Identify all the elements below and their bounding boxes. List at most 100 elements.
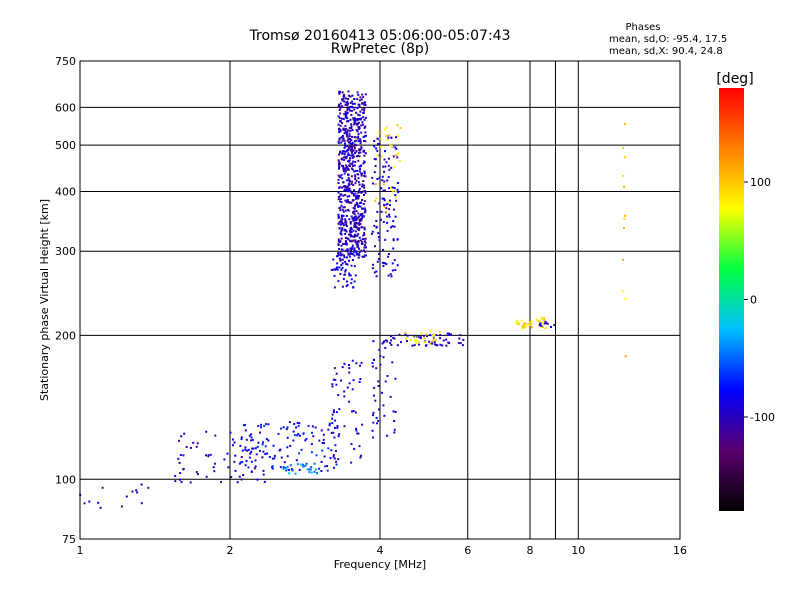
data-point [372,414,374,417]
y-tick-label: 600 [55,101,76,114]
data-point [364,210,367,213]
data-point [380,187,383,190]
data-point [310,451,313,454]
x-tick-label: 16 [673,544,687,557]
data-point [339,120,342,123]
data-point [340,186,343,189]
data-point [393,225,396,228]
data-point [300,448,303,451]
data-point [257,441,260,444]
data-point [213,462,216,465]
data-point [541,321,544,324]
data-point [375,417,378,419]
data-point [273,457,276,460]
data-point [384,380,387,383]
data-point [540,326,543,329]
plot-frame [79,60,681,540]
data-point [389,199,391,202]
data-point [177,457,180,460]
data-point [340,174,343,177]
data-point [338,248,341,250]
data-point [545,322,548,325]
data-point [337,214,340,217]
data-point [350,125,353,128]
data-point [339,130,342,133]
data-point [341,228,343,231]
data-point [622,174,625,177]
data-point [262,469,265,472]
data-point [434,343,437,346]
data-point [352,253,355,256]
data-point [345,263,348,265]
colorbar-label: [deg] [716,71,753,87]
data-point [272,444,275,447]
data-point [351,102,354,105]
data-point [378,202,381,205]
data-point [238,475,241,478]
data-point [296,463,299,466]
data-point [346,133,348,136]
data-point [396,264,399,267]
data-point [305,437,308,440]
data-point [342,97,345,100]
data-point [353,98,356,100]
colorbar-tick-label: 100 [750,176,771,189]
data-point [349,189,352,192]
data-point [347,102,349,105]
data-point [335,449,337,452]
data-point [530,326,533,329]
data-point [326,465,329,468]
data-point [349,106,352,108]
data-point [375,270,378,273]
data-point [353,108,356,111]
data-point [350,215,353,218]
data-point [337,216,340,219]
data-point [372,421,375,424]
data-point [521,326,523,329]
data-point [371,429,374,432]
data-point [445,338,448,341]
data-point [390,166,393,169]
data-point [267,439,270,442]
data-point [292,439,295,442]
data-point [209,453,212,456]
data-point [433,341,436,344]
plot-grid [80,61,680,539]
data-point [340,158,343,161]
data-point [346,185,349,188]
data-point [249,452,252,455]
data-point [340,379,342,382]
data-point [530,323,533,326]
chart-subtitle: RwPretec (8p) [331,41,429,57]
data-point [341,262,344,265]
data-point [355,250,358,253]
data-point [392,336,395,339]
data-point [462,338,465,341]
data-point [393,208,395,211]
data-point [438,331,441,333]
data-point [327,447,330,450]
data-point [383,204,386,207]
data-point [353,205,356,208]
data-point [393,337,396,340]
data-point [379,355,382,358]
data-point [353,250,356,253]
data-point [302,465,305,468]
data-point [310,466,313,469]
data-point [244,429,247,432]
data-point [348,382,351,385]
data-point [429,334,432,337]
data-point [364,209,367,212]
data-point [364,175,367,178]
data-point [394,146,397,149]
data-point [287,468,290,471]
data-point [322,438,325,441]
data-point [345,166,348,169]
data-point [335,267,338,270]
data-point [343,153,346,156]
data-point [352,207,355,209]
data-point [349,229,352,232]
data-point [378,176,381,179]
data-point [340,237,343,240]
data-point [373,145,376,148]
